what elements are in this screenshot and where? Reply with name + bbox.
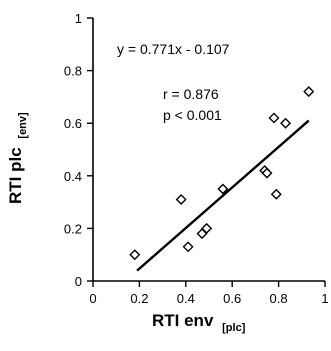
data-point [268, 112, 280, 124]
x-tick-label: 0.4 [177, 291, 195, 306]
regression-line [136, 119, 310, 272]
y-tick-label: 0.4 [64, 169, 82, 184]
y-tick-label: 1 [75, 11, 82, 26]
data-point [175, 193, 187, 205]
x-axis-title-main: RTI env [152, 311, 214, 330]
y-axis-title-main: RTI plc [6, 147, 25, 204]
x-tick-label: 0.2 [130, 291, 148, 306]
p-value: p < 0.001 [163, 107, 222, 123]
x-tick-label: 1 [321, 291, 328, 306]
data-point [201, 222, 213, 234]
y-axis-title-subscript: [env] [17, 112, 29, 139]
y-tick-label: 0.6 [64, 116, 82, 131]
x-tick-label: 0 [89, 291, 96, 306]
data-point [280, 117, 292, 129]
data-point [261, 167, 273, 179]
data-point [270, 188, 282, 200]
regression-equation: y = 0.771x - 0.107 [117, 41, 230, 57]
axes: 0 0.2 0.4 0.6 0.8 1 0 0.2 0.4 0.6 0.8 1 [64, 11, 329, 306]
data-point [217, 183, 229, 195]
data-point [303, 86, 315, 98]
x-tick-label: 0.8 [270, 291, 288, 306]
y-tick-label: 0.2 [64, 221, 82, 236]
data-marks [129, 86, 315, 272]
data-point [182, 241, 194, 253]
data-point [129, 249, 141, 261]
y-tick-label: 0 [75, 274, 82, 289]
y-axis-title: RTI plc [env] [6, 112, 29, 204]
y-tick-label: 0.8 [64, 64, 82, 79]
x-axis-title: RTI env [plc] [152, 311, 246, 334]
x-axis-title-subscript: [plc] [222, 322, 246, 334]
correlation-r: r = 0.876 [163, 86, 219, 102]
x-tick-label: 0.6 [223, 291, 241, 306]
